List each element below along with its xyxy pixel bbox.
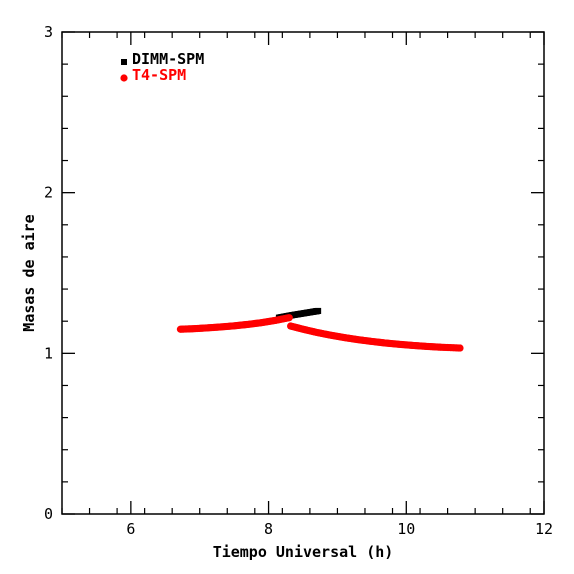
data-point <box>456 344 464 352</box>
x-tick-label: 10 <box>397 520 415 538</box>
x-tick-label: 6 <box>126 520 135 538</box>
legend-label: T4-SPM <box>132 66 186 84</box>
legend-marker <box>121 59 127 65</box>
data-series <box>176 307 464 352</box>
y-tick-label: 2 <box>44 184 53 202</box>
axis-ticks <box>61 31 545 515</box>
y-tick-label: 3 <box>44 23 53 41</box>
legend-marker <box>120 74 128 82</box>
x-tick-label: 12 <box>535 520 553 538</box>
data-point <box>285 314 293 322</box>
y-tick-label: 0 <box>44 505 53 523</box>
y-tick-label: 1 <box>44 344 53 362</box>
data-point <box>315 307 322 314</box>
plot-frame <box>61 31 545 515</box>
x-axis-title: Tiempo Universal (h) <box>213 543 394 561</box>
legend-label: DIMM-SPM <box>132 50 204 68</box>
x-tick-label: 8 <box>264 520 273 538</box>
series-t4-spm <box>176 314 464 352</box>
y-axis-title: Masas de aire <box>20 214 38 331</box>
